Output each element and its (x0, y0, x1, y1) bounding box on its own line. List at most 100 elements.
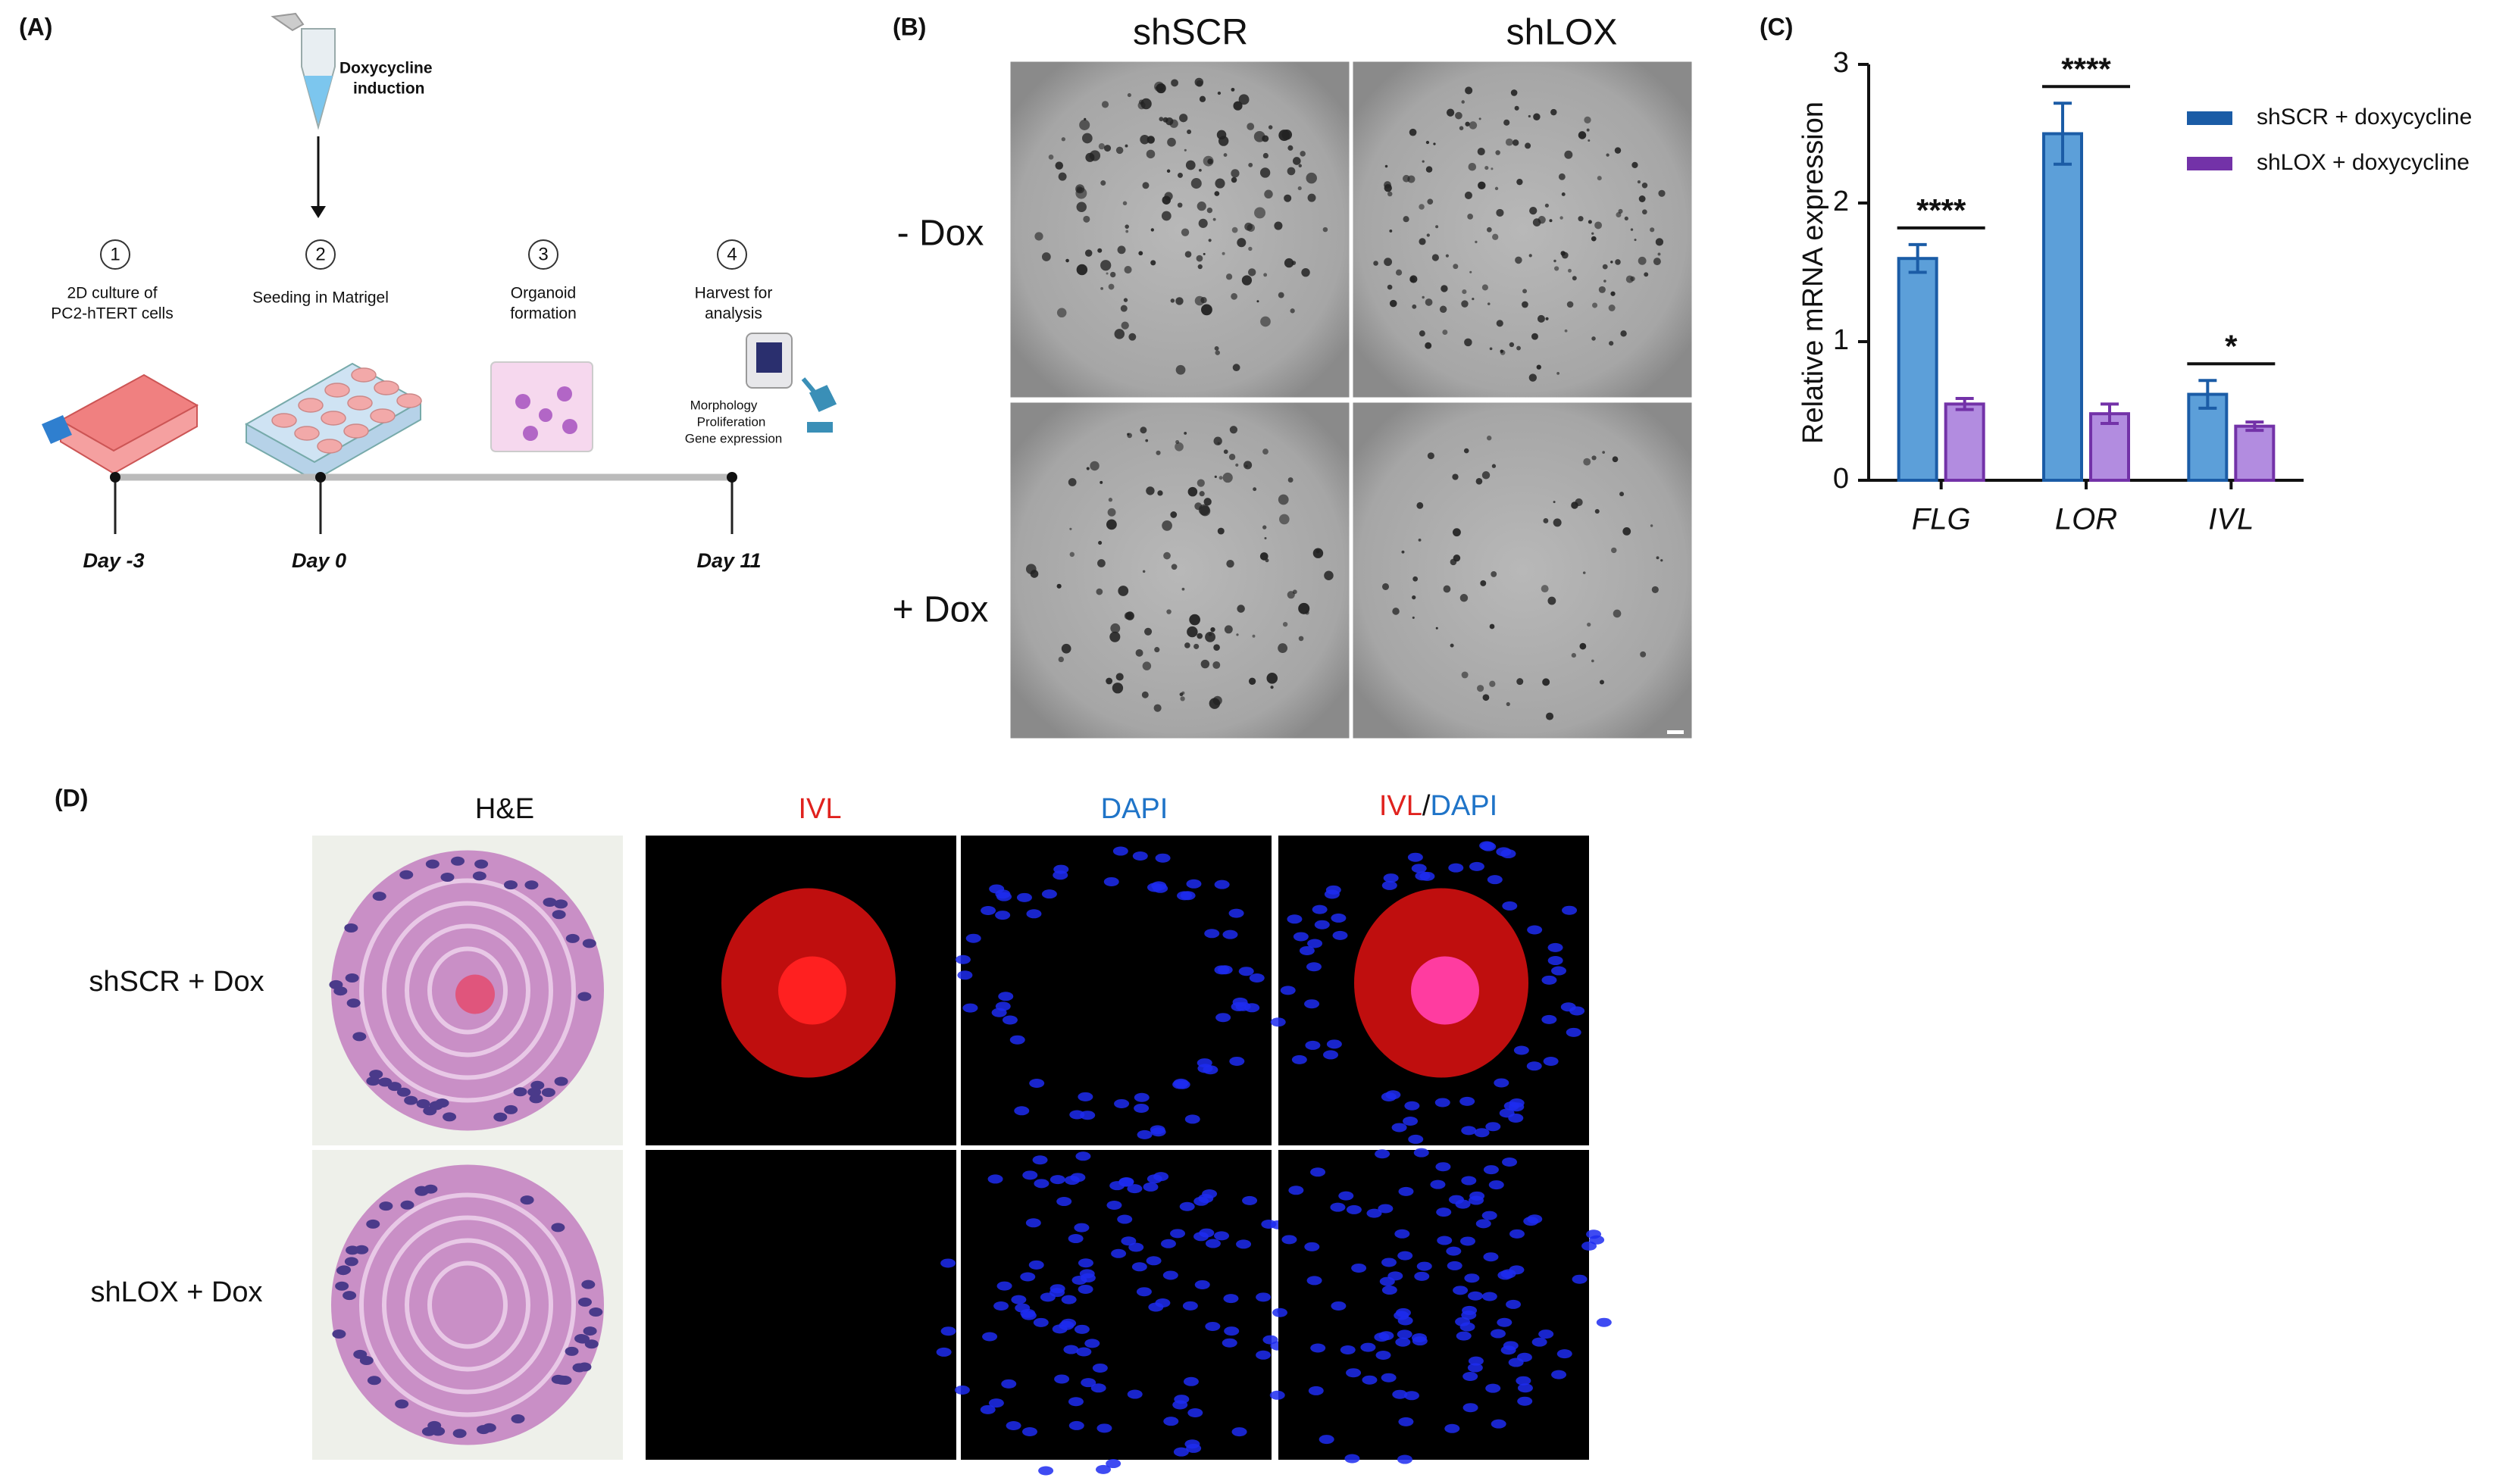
organoid (1197, 264, 1203, 270)
organoid (1431, 254, 1439, 261)
organoid (1591, 455, 1597, 461)
organoid (1287, 477, 1294, 483)
induction-text: induction (353, 80, 424, 98)
organoid (1109, 271, 1116, 278)
organoid (1215, 350, 1220, 355)
dapi-nucleus (1434, 1098, 1450, 1108)
dapi-nucleus (1310, 1343, 1326, 1353)
dapi-nucleus (1148, 1302, 1164, 1312)
organoid (1556, 371, 1560, 375)
dapi-nucleus (1137, 1129, 1153, 1139)
organoid (1235, 463, 1239, 467)
dapi-nucleus (1397, 1454, 1412, 1464)
dapi-nucleus (1562, 905, 1578, 915)
step-text: analysis (705, 305, 762, 323)
keratin-layer (359, 878, 576, 1103)
dapi-nucleus (1541, 975, 1557, 985)
dapi-nucleus (1437, 1236, 1453, 1245)
dapi-nucleus (1150, 1127, 1166, 1137)
dapi-nucleus (1385, 1090, 1401, 1100)
organoid (1056, 308, 1067, 318)
organoid (1584, 116, 1591, 124)
organoid (1425, 298, 1433, 306)
nucleus (577, 992, 592, 1001)
error-bar (2101, 402, 2119, 425)
dapi-nucleus (1183, 1376, 1199, 1386)
organoid (1156, 450, 1161, 455)
nucleus (452, 1429, 467, 1439)
organoid (1582, 571, 1586, 574)
organoid (1100, 287, 1103, 290)
organoid (1412, 616, 1415, 619)
dapi-nucleus (1550, 966, 1566, 976)
organoid (1248, 268, 1256, 276)
dapi-nucleus (1134, 1103, 1150, 1113)
organoid (1118, 586, 1129, 596)
analysis-text: Gene expression (685, 431, 783, 445)
timeline-dot (110, 472, 120, 483)
organoid (1481, 471, 1491, 480)
organoid (1210, 626, 1215, 633)
organoid (1123, 298, 1128, 302)
organoid (1462, 289, 1467, 295)
dapi-nucleus (1026, 909, 1042, 919)
organoid (1491, 464, 1497, 468)
dapi-nucleus (1474, 1128, 1490, 1138)
dapi-nucleus (1314, 920, 1330, 929)
organoid (1145, 439, 1149, 442)
organoid (1453, 264, 1459, 270)
organoid (1108, 283, 1115, 290)
row-label: shSCR + Dox (89, 966, 264, 998)
dapi-nucleus (1481, 1211, 1497, 1220)
micrograph (1008, 59, 1352, 400)
dapi-nucleus (940, 1326, 956, 1336)
organoid (1056, 583, 1062, 589)
organoid (1486, 227, 1492, 233)
organoid (1185, 160, 1196, 170)
dapi-nucleus (1287, 914, 1303, 924)
organoid (1226, 559, 1234, 568)
timeline-ticks (114, 477, 734, 534)
dapi-nucleus (936, 1347, 952, 1357)
organoid (1441, 285, 1448, 292)
organoid (1175, 364, 1186, 375)
organoid (1591, 659, 1594, 663)
organoid (1459, 594, 1469, 602)
dapi-nucleus (1151, 881, 1167, 891)
nucleus (583, 1326, 597, 1336)
dapi-nucleus (1025, 1218, 1041, 1228)
organoid (1412, 595, 1416, 600)
organoid (1412, 304, 1417, 309)
organoid (1536, 364, 1541, 370)
organoid (1591, 236, 1597, 242)
step-text: 2D culture of (67, 285, 157, 302)
organoid (1274, 221, 1283, 230)
dapi-nucleus (1374, 1332, 1390, 1342)
organoid (1624, 216, 1628, 221)
organoid (1253, 487, 1257, 492)
organoid (1065, 258, 1069, 263)
dapi-nucleus (1143, 1182, 1159, 1192)
dapi-nucleus (1469, 861, 1484, 871)
dapi-nucleus (1496, 847, 1512, 857)
step-text: Seeding in Matrigel (252, 289, 389, 307)
induction-text: Doxycycline (339, 60, 433, 77)
organoid (1147, 136, 1155, 144)
dapi-nucleus (1021, 1426, 1037, 1436)
organoid (1475, 478, 1483, 485)
organoid (1278, 130, 1290, 142)
dapi-nucleus (1319, 1435, 1334, 1445)
step-text: Organoid (511, 285, 576, 302)
organoid (1222, 251, 1225, 255)
nucleus (451, 856, 465, 866)
dapi-nucleus (965, 933, 981, 943)
organoid (1264, 189, 1273, 199)
organoid (1545, 317, 1549, 320)
organoid (1427, 452, 1434, 460)
dapi-nucleus (1194, 1279, 1210, 1289)
microscopy-grid (1008, 59, 1694, 741)
organoid (1146, 486, 1155, 495)
dapi-nucleus (1340, 1345, 1356, 1355)
dapi-nucleus (1184, 1114, 1200, 1124)
dapi-nucleus (1090, 1383, 1106, 1393)
